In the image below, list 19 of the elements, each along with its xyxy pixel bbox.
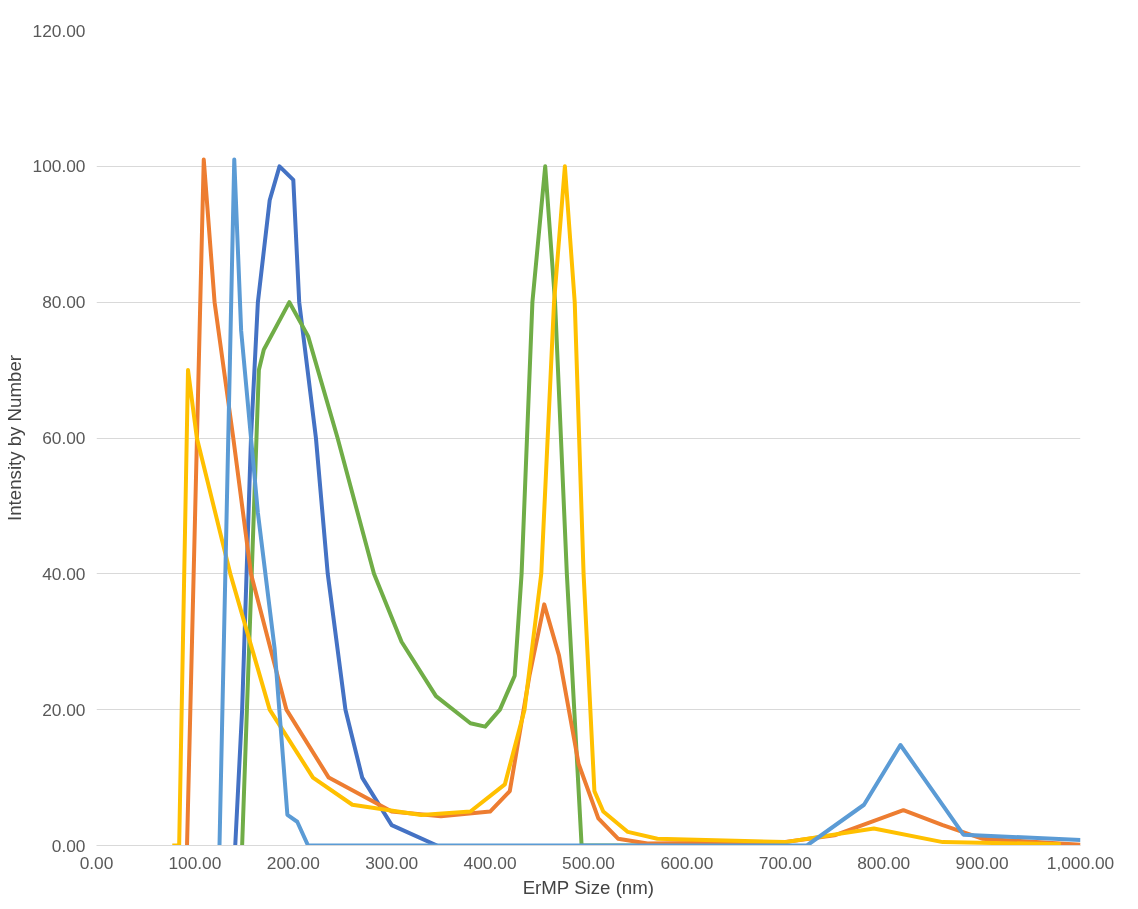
x-tick-label: 700.00: [758, 852, 812, 873]
line-series: [233, 164, 439, 846]
x-tick-label: 500.00: [562, 852, 615, 873]
x-tick-label: 100.00: [168, 852, 222, 873]
y-tick-label: 100.00: [32, 156, 86, 177]
y-tick-label: 60.00: [42, 428, 86, 448]
x-tick-label: 600.00: [660, 852, 714, 873]
y-tick-label: 40.00: [42, 563, 86, 584]
x-axis-title: ErMP Size (nm): [522, 876, 654, 898]
x-tick-label: 1,000.00: [1046, 852, 1115, 873]
x-tick-label: 400.00: [463, 852, 517, 873]
y-axis-title: Intensity by Number: [3, 355, 25, 521]
y-tick-label: 120.00: [32, 20, 86, 41]
x-tick-label: 200.00: [266, 852, 320, 873]
x-tick-label: 300.00: [365, 852, 419, 873]
x-tick-label: 900.00: [955, 852, 1009, 873]
y-tick-label: 20.00: [42, 699, 86, 720]
x-tick-label: 800.00: [857, 852, 911, 873]
y-tick-label: 80.00: [42, 292, 86, 313]
